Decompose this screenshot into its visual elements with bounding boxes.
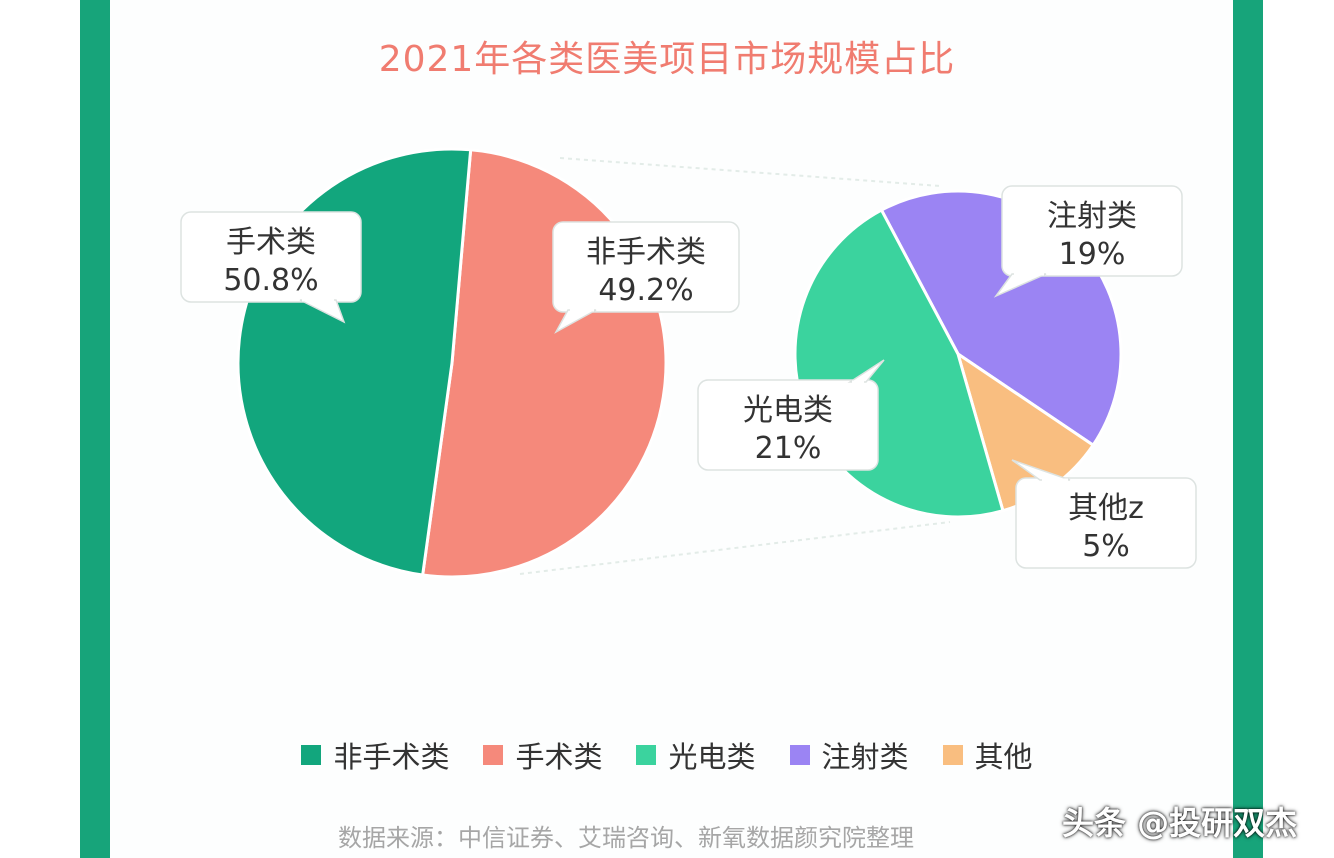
legend-item-3: 光电类	[636, 734, 756, 776]
pie-2-label-3-value: 21%	[755, 431, 822, 466]
pie-2-label-2-name: 其他z	[1068, 491, 1144, 526]
legend-label-3: 光电类	[668, 740, 756, 774]
watermark: 头条 @投研双杰	[1062, 804, 1298, 842]
connector-line-top	[559, 157, 941, 187]
pie-1-label-1-value: 50.8%	[223, 263, 318, 298]
pie-2-label-2-value: 5%	[1082, 529, 1130, 564]
legend-label-2: 手术类	[515, 740, 603, 774]
pie-2-label-1-name: 注射类	[1047, 199, 1137, 234]
pie-1-label-2-value: 49.2%	[598, 273, 693, 308]
right-frame-bar	[1233, 0, 1263, 858]
left-frame-bar	[80, 0, 110, 858]
legend-item-2: 手术类	[483, 734, 602, 776]
legend-label-5: 其他	[974, 740, 1033, 774]
pie-1-label-1-name: 手术类	[226, 225, 316, 260]
pie-1-label-2-name: 非手术类	[586, 235, 706, 270]
legend-label-1: 非手术类	[333, 740, 450, 774]
legend-swatch-2	[483, 745, 504, 765]
chart-legend: 非手术类 手术类 光电类 注射类 其他	[0, 734, 1334, 776]
legend-item-5: 其他	[942, 734, 1033, 776]
legend-swatch-1	[301, 745, 322, 765]
legend-item-4: 注射类	[789, 734, 909, 776]
legend-label-4: 注射类	[821, 740, 909, 774]
connector-line-bottom	[519, 521, 951, 575]
legend-swatch-3	[636, 745, 657, 765]
legend-swatch-5	[942, 745, 963, 765]
source-note: 数据来源：中信证券、艾瑞咨询、新氧数据颜究院整理	[338, 824, 914, 852]
pie-2-label-1-value: 19%	[1059, 237, 1126, 272]
chart-title: 2021年各类医美项目市场规模占比	[378, 39, 956, 80]
pie-2-label-3-name: 光电类	[743, 393, 833, 428]
legend-item-1: 非手术类	[301, 734, 449, 776]
legend-swatch-4	[789, 745, 810, 765]
